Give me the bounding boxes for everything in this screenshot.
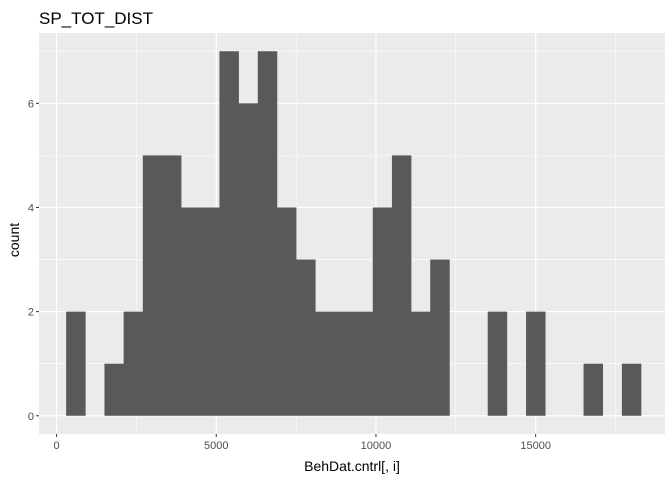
y-axis-ticks: 0 2 4 6 xyxy=(28,98,39,423)
x-tick-label: 15000 xyxy=(520,440,551,452)
chart-title: SP_TOT_DIST xyxy=(39,9,153,28)
y-axis-title: count xyxy=(6,223,22,257)
histogram-bar xyxy=(391,155,412,416)
x-axis-ticks: 0 5000 10000 15000 xyxy=(54,434,551,452)
y-tick-label: 2 xyxy=(28,307,34,319)
histogram-bar xyxy=(257,51,278,416)
histogram-bar xyxy=(487,311,508,416)
histogram-bar xyxy=(238,103,259,416)
histogram-bar xyxy=(123,311,144,416)
histogram-bar xyxy=(411,311,431,416)
histogram-bar xyxy=(200,207,220,416)
histogram-bar xyxy=(104,363,124,416)
histogram-bar xyxy=(66,311,86,416)
histogram-bar xyxy=(161,155,182,416)
histogram-bars xyxy=(66,51,642,416)
histogram-bar xyxy=(353,311,374,416)
histogram-bar xyxy=(296,259,316,416)
x-tick-label: 10000 xyxy=(361,440,392,452)
histogram-bar xyxy=(621,363,642,416)
x-tick-label: 0 xyxy=(54,440,60,452)
x-axis-title: BehDat.cntrl[, i] xyxy=(304,458,400,474)
histogram-bar xyxy=(334,311,354,416)
histogram-bar xyxy=(526,311,546,416)
y-tick-label: 4 xyxy=(28,202,34,214)
histogram-bar xyxy=(430,259,450,416)
histogram-bar xyxy=(142,155,163,416)
histogram-bar xyxy=(372,207,393,416)
histogram-bar xyxy=(583,363,604,416)
histogram-bar xyxy=(181,207,201,416)
x-tick-label: 5000 xyxy=(204,440,228,452)
histogram-bar xyxy=(315,311,335,416)
y-tick-label: 0 xyxy=(28,411,34,423)
histogram-bar xyxy=(276,207,297,416)
y-tick-label: 6 xyxy=(28,98,34,110)
histogram-bar xyxy=(219,51,239,416)
